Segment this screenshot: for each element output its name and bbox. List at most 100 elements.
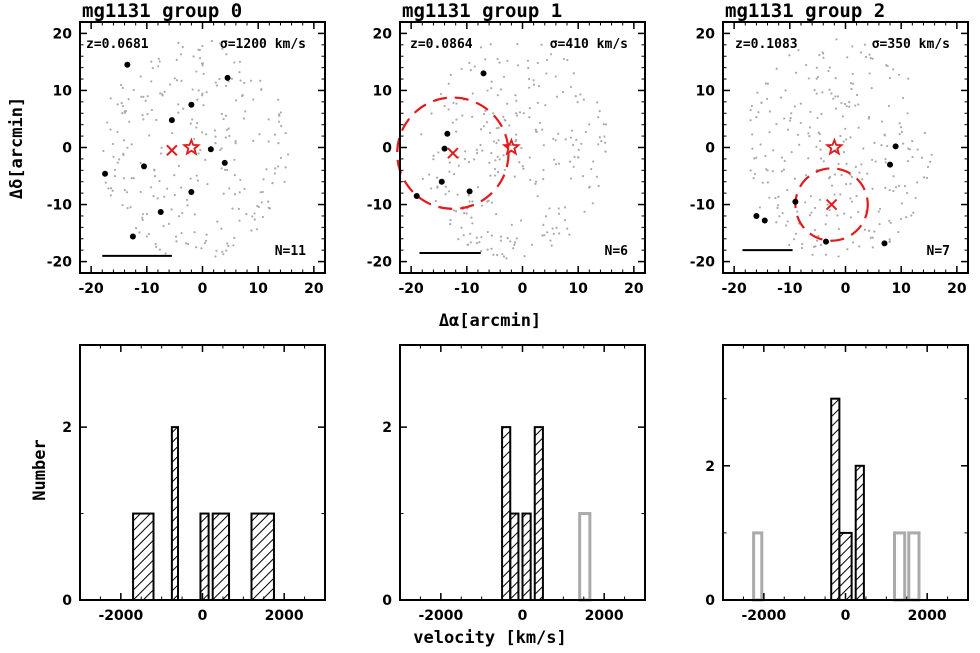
field-galaxy-point [788,54,791,57]
field-galaxy-point [227,244,230,248]
field-galaxy-point [496,253,499,257]
field-galaxy-point [497,139,500,142]
field-galaxy-point [475,241,479,245]
field-galaxy-point [201,44,204,48]
field-galaxy-point [868,53,871,56]
field-galaxy-point [261,190,264,194]
field-galaxy-point [898,133,901,136]
sky-x-axis-label: Δα[arcmin] [439,311,541,331]
field-galaxy-point [858,171,861,174]
field-galaxy-point [542,168,545,172]
field-galaxy-point [808,214,812,217]
field-galaxy-point [279,111,282,114]
field-galaxy-point [788,243,791,247]
field-galaxy-point [903,184,907,188]
field-galaxy-point [855,93,859,97]
field-galaxy-point [866,172,869,175]
field-galaxy-point [279,156,283,160]
field-galaxy-point [868,72,871,75]
field-galaxy-point [150,80,153,83]
field-galaxy-point [557,132,560,135]
sky-ytick-label-2: 0 [705,141,715,157]
field-galaxy-point [849,136,852,139]
field-galaxy-point [821,91,824,94]
member-velocity-bar [854,464,865,601]
field-galaxy-point [804,201,807,204]
field-galaxy-point [213,129,217,132]
field-galaxy-point [588,186,591,189]
field-galaxy-point [475,236,478,239]
field-galaxy-point [180,79,183,83]
field-galaxy-point [241,94,244,98]
member-velocity-bar [509,512,520,602]
field-galaxy-point [166,187,169,190]
field-galaxy-point [484,109,487,113]
sky-ytick-label-1: 0 [382,141,392,157]
field-galaxy-point [265,168,268,171]
field-galaxy-point [164,252,167,255]
field-galaxy-point [215,84,219,87]
field-galaxy-point [255,228,258,231]
field-galaxy-point [515,99,518,102]
field-galaxy-point [119,83,123,87]
field-galaxy-point [602,123,605,126]
field-galaxy-point [790,151,793,154]
field-galaxy-point [495,141,498,145]
field-galaxy-point [107,187,110,190]
field-galaxy-point [846,56,849,59]
field-galaxy-point [277,142,280,145]
sky-xtick-label-0: 10 [248,281,268,297]
field-galaxy-point [782,168,786,171]
field-galaxy-point [230,77,234,80]
field-galaxy-point [184,242,188,245]
field-galaxy-point [237,207,240,210]
member-galaxy-point [157,208,164,215]
field-galaxy-point [258,133,261,136]
field-galaxy-point [204,239,208,242]
field-galaxy-point [548,207,551,210]
field-galaxy-point [863,228,867,231]
n-label-group-0: N=11 [275,244,306,259]
field-galaxy-point [146,112,149,116]
field-galaxy-point [786,128,790,131]
field-galaxy-point [447,190,451,193]
field-galaxy-point [873,230,876,233]
field-galaxy-point [505,257,508,260]
hist-xtick-label-0: 2000 [265,608,304,624]
field-galaxy-point [553,158,556,161]
field-galaxy-point [455,118,458,121]
field-galaxy-point [202,104,205,107]
field-galaxy-point [535,130,538,133]
member-galaxy-point [887,161,894,168]
field-galaxy-point [150,108,154,112]
field-galaxy-point [899,217,903,221]
sky-ytick-label-1: 10 [373,83,393,99]
field-galaxy-point [471,200,474,203]
field-galaxy-point [453,173,456,176]
field-galaxy-point [778,215,781,218]
field-galaxy-point [534,180,538,183]
field-galaxy-point [273,133,277,136]
field-galaxy-point [430,187,433,190]
field-galaxy-point [134,227,138,230]
hist-ytick-label-0: 0 [62,593,72,609]
field-galaxy-point [911,140,914,143]
field-galaxy-point [888,188,891,192]
field-galaxy-point [251,215,254,218]
panel-title-group-0: mg1131 group 0 [82,0,242,22]
field-galaxy-point [193,231,196,234]
field-galaxy-point [277,120,281,123]
sky-ytick-label-2: -10 [690,198,716,214]
field-galaxy-point [753,172,757,176]
field-galaxy-point [804,173,808,177]
field-galaxy-point [569,136,573,139]
field-galaxy-point [152,194,155,198]
field-galaxy-point [845,162,848,165]
field-galaxy-point [901,96,905,100]
field-galaxy-point [785,224,788,227]
member-galaxy-point [441,145,448,152]
field-galaxy-point [202,72,205,75]
field-galaxy-point [894,186,898,189]
field-galaxy-point [150,186,153,189]
field-galaxy-point [228,187,231,190]
